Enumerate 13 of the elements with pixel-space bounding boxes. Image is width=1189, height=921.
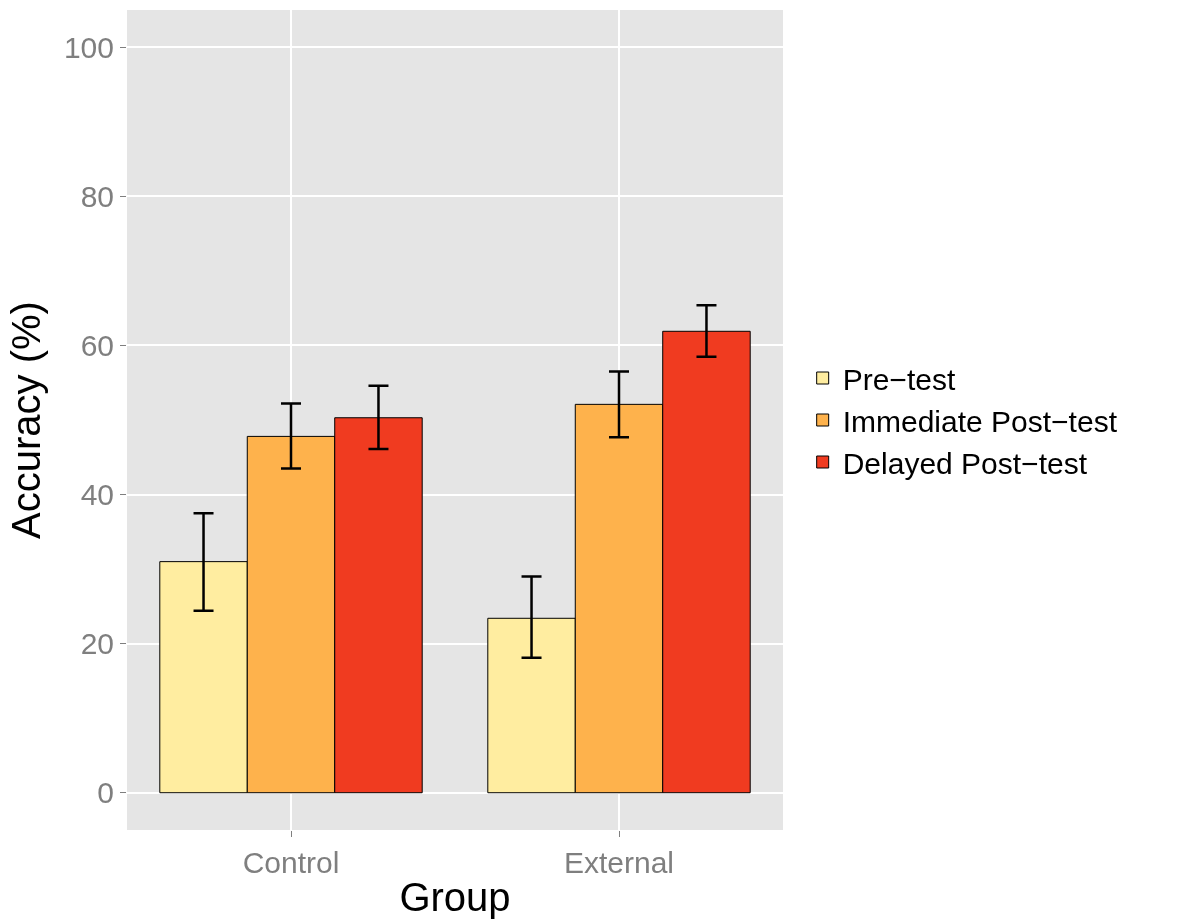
x-axis-title: Group [399,874,511,919]
legend-label: Immediate Post−test [842,404,1118,438]
y-axis-title: Accuracy (%) [4,301,49,539]
legend-label: Delayed Post−test [842,446,1088,480]
y-tick-label: 80 [80,179,114,213]
y-tick-label: 0 [97,776,114,810]
x-tick-label: External [563,846,675,879]
y-tick-label: 60 [80,328,114,362]
y-tick-label: 100 [63,30,114,64]
legend-label: Pre−test [842,362,956,396]
x-tick-label: Control [242,846,340,879]
y-tick-label: 40 [80,478,114,512]
y-tick-label: 20 [80,627,114,661]
